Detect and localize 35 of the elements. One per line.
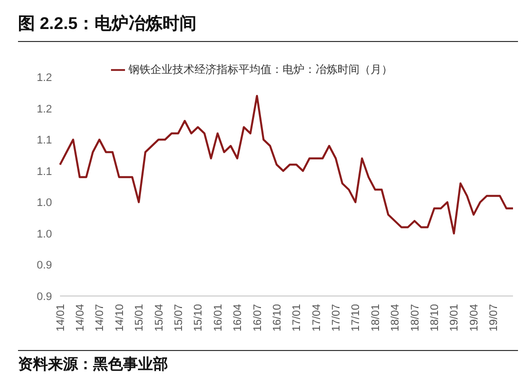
text: 资料来源：黑色事业部 bbox=[18, 350, 518, 374]
x-tick-label: 18/01 bbox=[370, 304, 382, 332]
x-tick-label: 18/04 bbox=[390, 304, 402, 332]
x-tick-label: 14/10 bbox=[114, 304, 126, 332]
x-tick-label: 17/04 bbox=[310, 304, 323, 332]
x-tick-label: 17/07 bbox=[330, 304, 343, 332]
x-tick-label: 19/04 bbox=[468, 304, 480, 332]
legend-label: 钢铁企业技术经济指标平均值：电炉：冶炼时间（月） bbox=[128, 64, 392, 76]
y-tick-label: 1.0 bbox=[36, 197, 52, 210]
x-tick-label: 16/10 bbox=[271, 304, 284, 332]
x-tick-label: 18/07 bbox=[409, 304, 422, 332]
x-tick-label: 16/01 bbox=[212, 304, 224, 332]
x-tick-label: 15/01 bbox=[134, 304, 146, 332]
line-series bbox=[59, 94, 514, 234]
x-tick-label: 16/07 bbox=[252, 304, 264, 332]
y-tick-label: 1.1 bbox=[36, 134, 52, 147]
x-tick-label: 15/10 bbox=[192, 304, 205, 332]
x-tick-label: 14/04 bbox=[74, 304, 87, 332]
chart-title: 图 2.2.5：电炉冶炼时间 bbox=[18, 12, 518, 42]
x-tick-label: 17/10 bbox=[350, 304, 362, 332]
x-tick-label: 14/01 bbox=[54, 304, 67, 332]
y-tick-label: 1.0 bbox=[36, 228, 52, 240]
x-tick-label: 19/01 bbox=[448, 304, 461, 332]
x-tick-label: 18/10 bbox=[429, 304, 442, 332]
y-tick-label: 1.2 bbox=[36, 103, 52, 116]
y-tick-label: 0.9 bbox=[36, 260, 52, 272]
y-tick-label: 0.9 bbox=[36, 290, 52, 303]
y-tick-label: 1.2 bbox=[36, 72, 52, 84]
y-tick-label: 1.1 bbox=[36, 166, 52, 178]
x-tick-label: 14/07 bbox=[94, 304, 106, 332]
x-tick-label: 16/04 bbox=[232, 304, 244, 332]
x-tick-label: 17/01 bbox=[291, 304, 304, 332]
x-tick-label: 19/07 bbox=[488, 304, 500, 332]
x-tick-label: 15/04 bbox=[153, 304, 166, 332]
x-tick-label: 15/07 bbox=[172, 304, 185, 332]
